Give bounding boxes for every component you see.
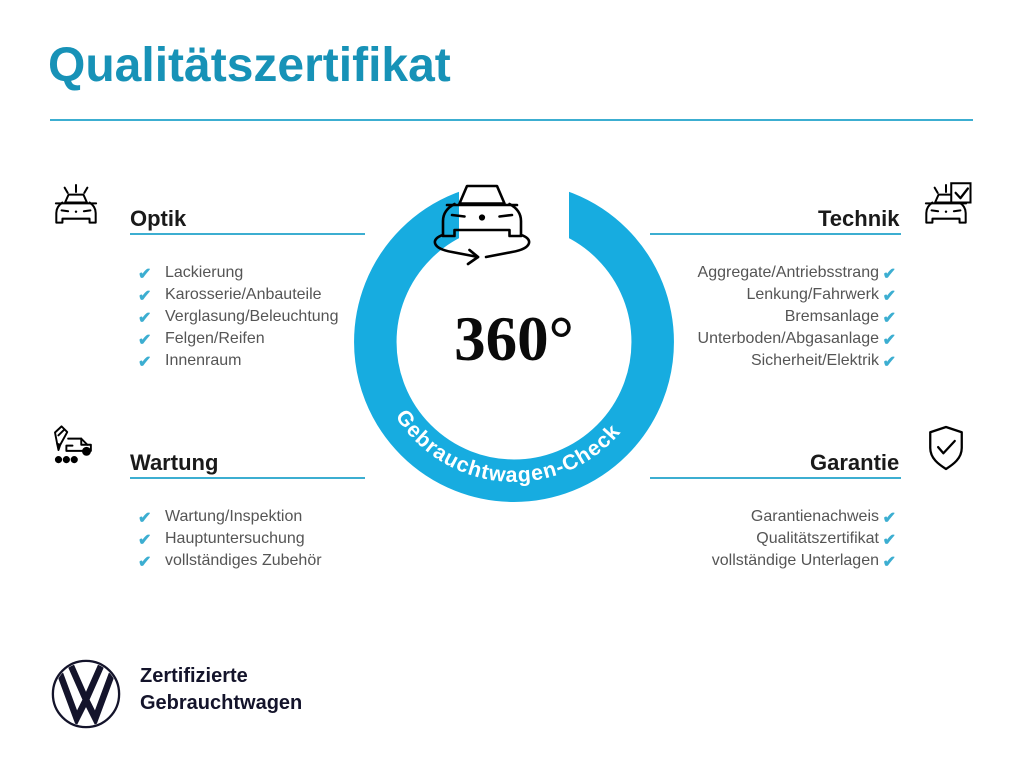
- svg-text:360°: 360°: [454, 304, 574, 374]
